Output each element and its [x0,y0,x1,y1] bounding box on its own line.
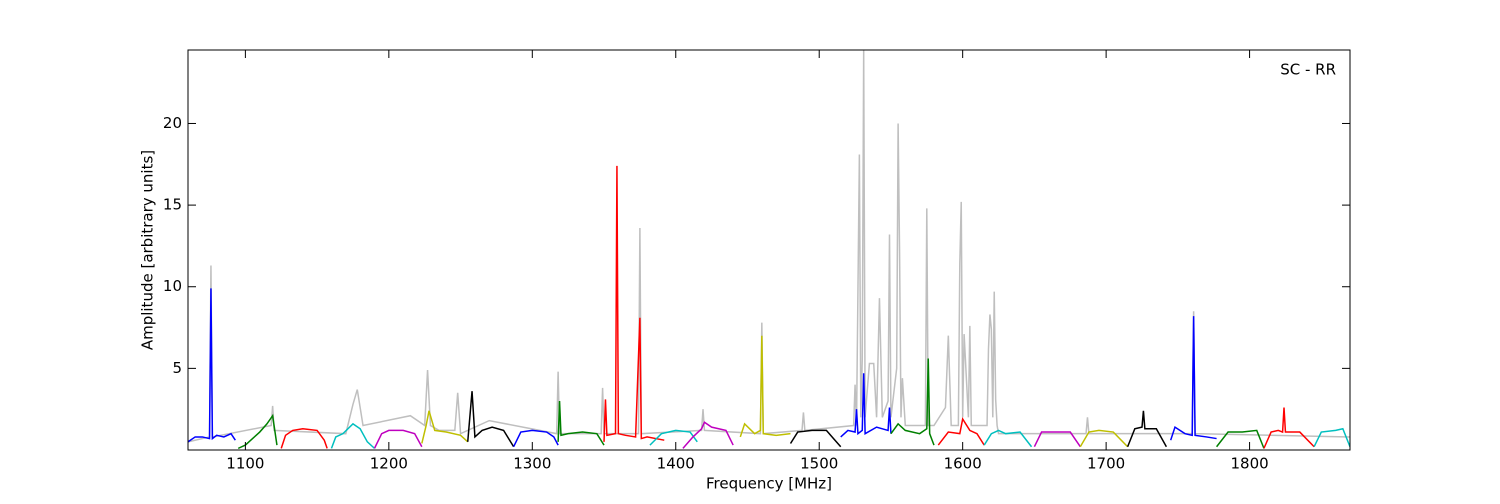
series-line [890,358,935,446]
series-line [421,410,469,444]
y-tick-label: 10 [163,277,182,295]
plot-lines [188,50,1350,450]
x-tick-label: 1200 [370,455,408,473]
y-tick-label: 5 [172,359,182,377]
series-line [1313,427,1350,448]
series-line [1215,429,1265,449]
series-line [937,416,985,446]
x-tick-label: 1500 [800,455,838,473]
series-line [789,429,842,448]
x-axis-label: Frequency [MHz] [706,475,832,493]
series-line [557,400,605,446]
x-tick-label: 1300 [513,455,551,473]
series-line [1263,407,1315,449]
annotation: SC - RR [1280,61,1336,79]
series-line [649,429,698,446]
series-line [603,165,665,442]
x-tick-label: 1100 [226,455,264,473]
x-tick-label: 1800 [1230,455,1268,473]
series-line [512,429,559,448]
series-line [330,422,375,449]
series-line [1079,429,1129,448]
y-tick-label: 15 [163,196,182,214]
x-tick-label: 1700 [1087,455,1125,473]
series-line [1033,431,1081,448]
series-line [280,428,328,449]
series-line [983,429,1033,448]
x-tick-label: 1600 [944,455,982,473]
series-line [682,421,734,449]
series-line [188,288,236,443]
series-line [840,373,892,438]
series-line [466,391,515,448]
y-tick-label: 20 [163,114,182,132]
series-line [188,50,1350,443]
plot-frame [187,49,1351,451]
series-line [1126,410,1168,448]
series-line [373,429,423,449]
series-line [1169,316,1217,441]
series-line [739,335,791,438]
x-tick-label: 1400 [657,455,695,473]
y-axis-label: Amplitude [arbitrary units] [139,150,157,350]
